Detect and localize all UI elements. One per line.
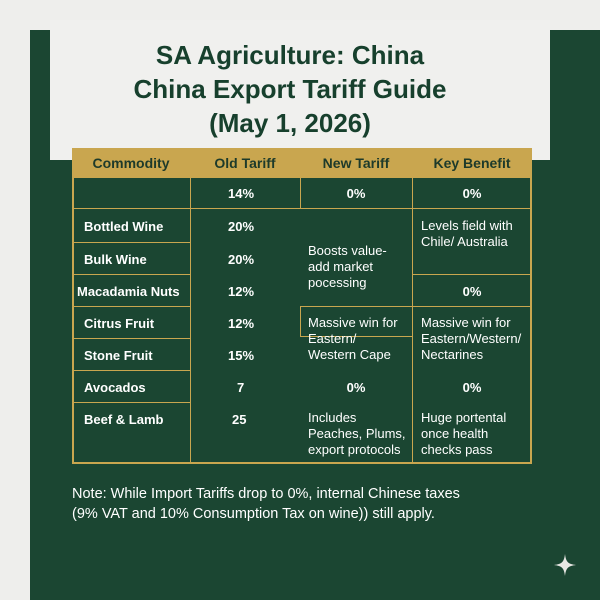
page-title: SA Agriculture: China China Export Tarif… bbox=[55, 38, 525, 140]
footnote: Note: While Import Tariffs drop to 0%, i… bbox=[72, 484, 542, 524]
column-divider-2-top bbox=[300, 178, 301, 208]
old-tariff-cell: 20% bbox=[228, 252, 255, 267]
title-card bbox=[50, 20, 550, 160]
row-divider bbox=[72, 370, 191, 371]
footnote-line-2: (9% VAT and 10% Consumption Tax on wine)… bbox=[72, 506, 435, 522]
old-tariff-cell: 12% bbox=[228, 316, 255, 331]
benefit-cell: 0% bbox=[462, 284, 482, 299]
column-divider-1 bbox=[190, 178, 191, 462]
commodity-cell: Bulk Wine bbox=[84, 252, 147, 267]
commodity-cell: Macadamia Nuts bbox=[77, 284, 180, 299]
new-tariff-cell: Includes Peaches, Plums, export protocol… bbox=[308, 410, 406, 457]
new-tariff-cell: 0% bbox=[346, 186, 366, 201]
row-divider-new-tariff bbox=[300, 336, 412, 337]
row-divider bbox=[72, 402, 191, 403]
new-tariff-cell: Boosts value-add market pocessing bbox=[308, 243, 387, 290]
title-line-1: SA Agriculture: China bbox=[155, 40, 425, 70]
row-divider bbox=[72, 242, 191, 243]
old-tariff-cell: 15% bbox=[228, 348, 255, 363]
row-divider-benefit bbox=[412, 306, 532, 307]
table-border-right bbox=[530, 178, 532, 464]
header-commodity: Commodity bbox=[92, 155, 170, 171]
benefit-cell: 0% bbox=[462, 380, 482, 395]
new-tariff-cell: 0% bbox=[346, 380, 366, 395]
commodity-cell: Beef & Lamb bbox=[84, 412, 164, 427]
sparkle-icon bbox=[554, 554, 576, 576]
old-tariff-cell: 14% bbox=[228, 186, 255, 201]
row-divider-tariffs bbox=[190, 208, 532, 209]
header-new-tariff: New Tariff bbox=[322, 155, 390, 171]
new-tariff-cell: Massive win for Eastern/ Western Cape bbox=[308, 315, 398, 362]
tariff-table: Commodity Old Tariff New Tariff Key Bene… bbox=[72, 148, 532, 466]
old-tariff-cell: 25 bbox=[232, 412, 247, 427]
old-tariff-cell: 7 bbox=[237, 380, 245, 395]
commodity-cell: Citrus Fruit bbox=[84, 316, 155, 331]
row-divider-benefit bbox=[412, 274, 532, 275]
commodity-cell: Bottled Wine bbox=[84, 219, 164, 234]
column-divider-2-mid bbox=[300, 306, 301, 336]
row-divider-new-tariff bbox=[300, 306, 412, 307]
footnote-line-1: Note: While Import Tariffs drop to 0%, i… bbox=[72, 486, 460, 502]
row-divider bbox=[72, 274, 191, 275]
row-divider bbox=[72, 338, 191, 339]
benefit-cell: Levels field with Chile/ Australia bbox=[421, 218, 513, 249]
benefit-cell: Massive win for Eastern/Western/ Nectari… bbox=[421, 315, 522, 362]
row-divider bbox=[72, 306, 191, 307]
old-tariff-cell: 20% bbox=[228, 219, 255, 234]
table-border-left bbox=[72, 178, 74, 464]
commodity-cell: Stone Fruit bbox=[84, 348, 153, 363]
title-line-2: China Export Tariff Guide bbox=[133, 74, 447, 104]
table-header: Commodity Old Tariff New Tariff Key Bene… bbox=[72, 148, 532, 178]
column-divider-3 bbox=[412, 178, 413, 462]
benefit-cell: 0% bbox=[462, 186, 482, 201]
table-border-bottom bbox=[72, 462, 532, 464]
header-key-benefit: Key Benefit bbox=[433, 155, 511, 171]
old-tariff-cell: 12% bbox=[228, 284, 255, 299]
title-line-3: (May 1, 2026) bbox=[209, 108, 371, 138]
commodity-cell: Avocados bbox=[84, 380, 146, 395]
row-divider bbox=[72, 208, 191, 209]
header-old-tariff: Old Tariff bbox=[214, 155, 276, 171]
benefit-cell: Huge portental once health checks pass bbox=[421, 410, 507, 457]
